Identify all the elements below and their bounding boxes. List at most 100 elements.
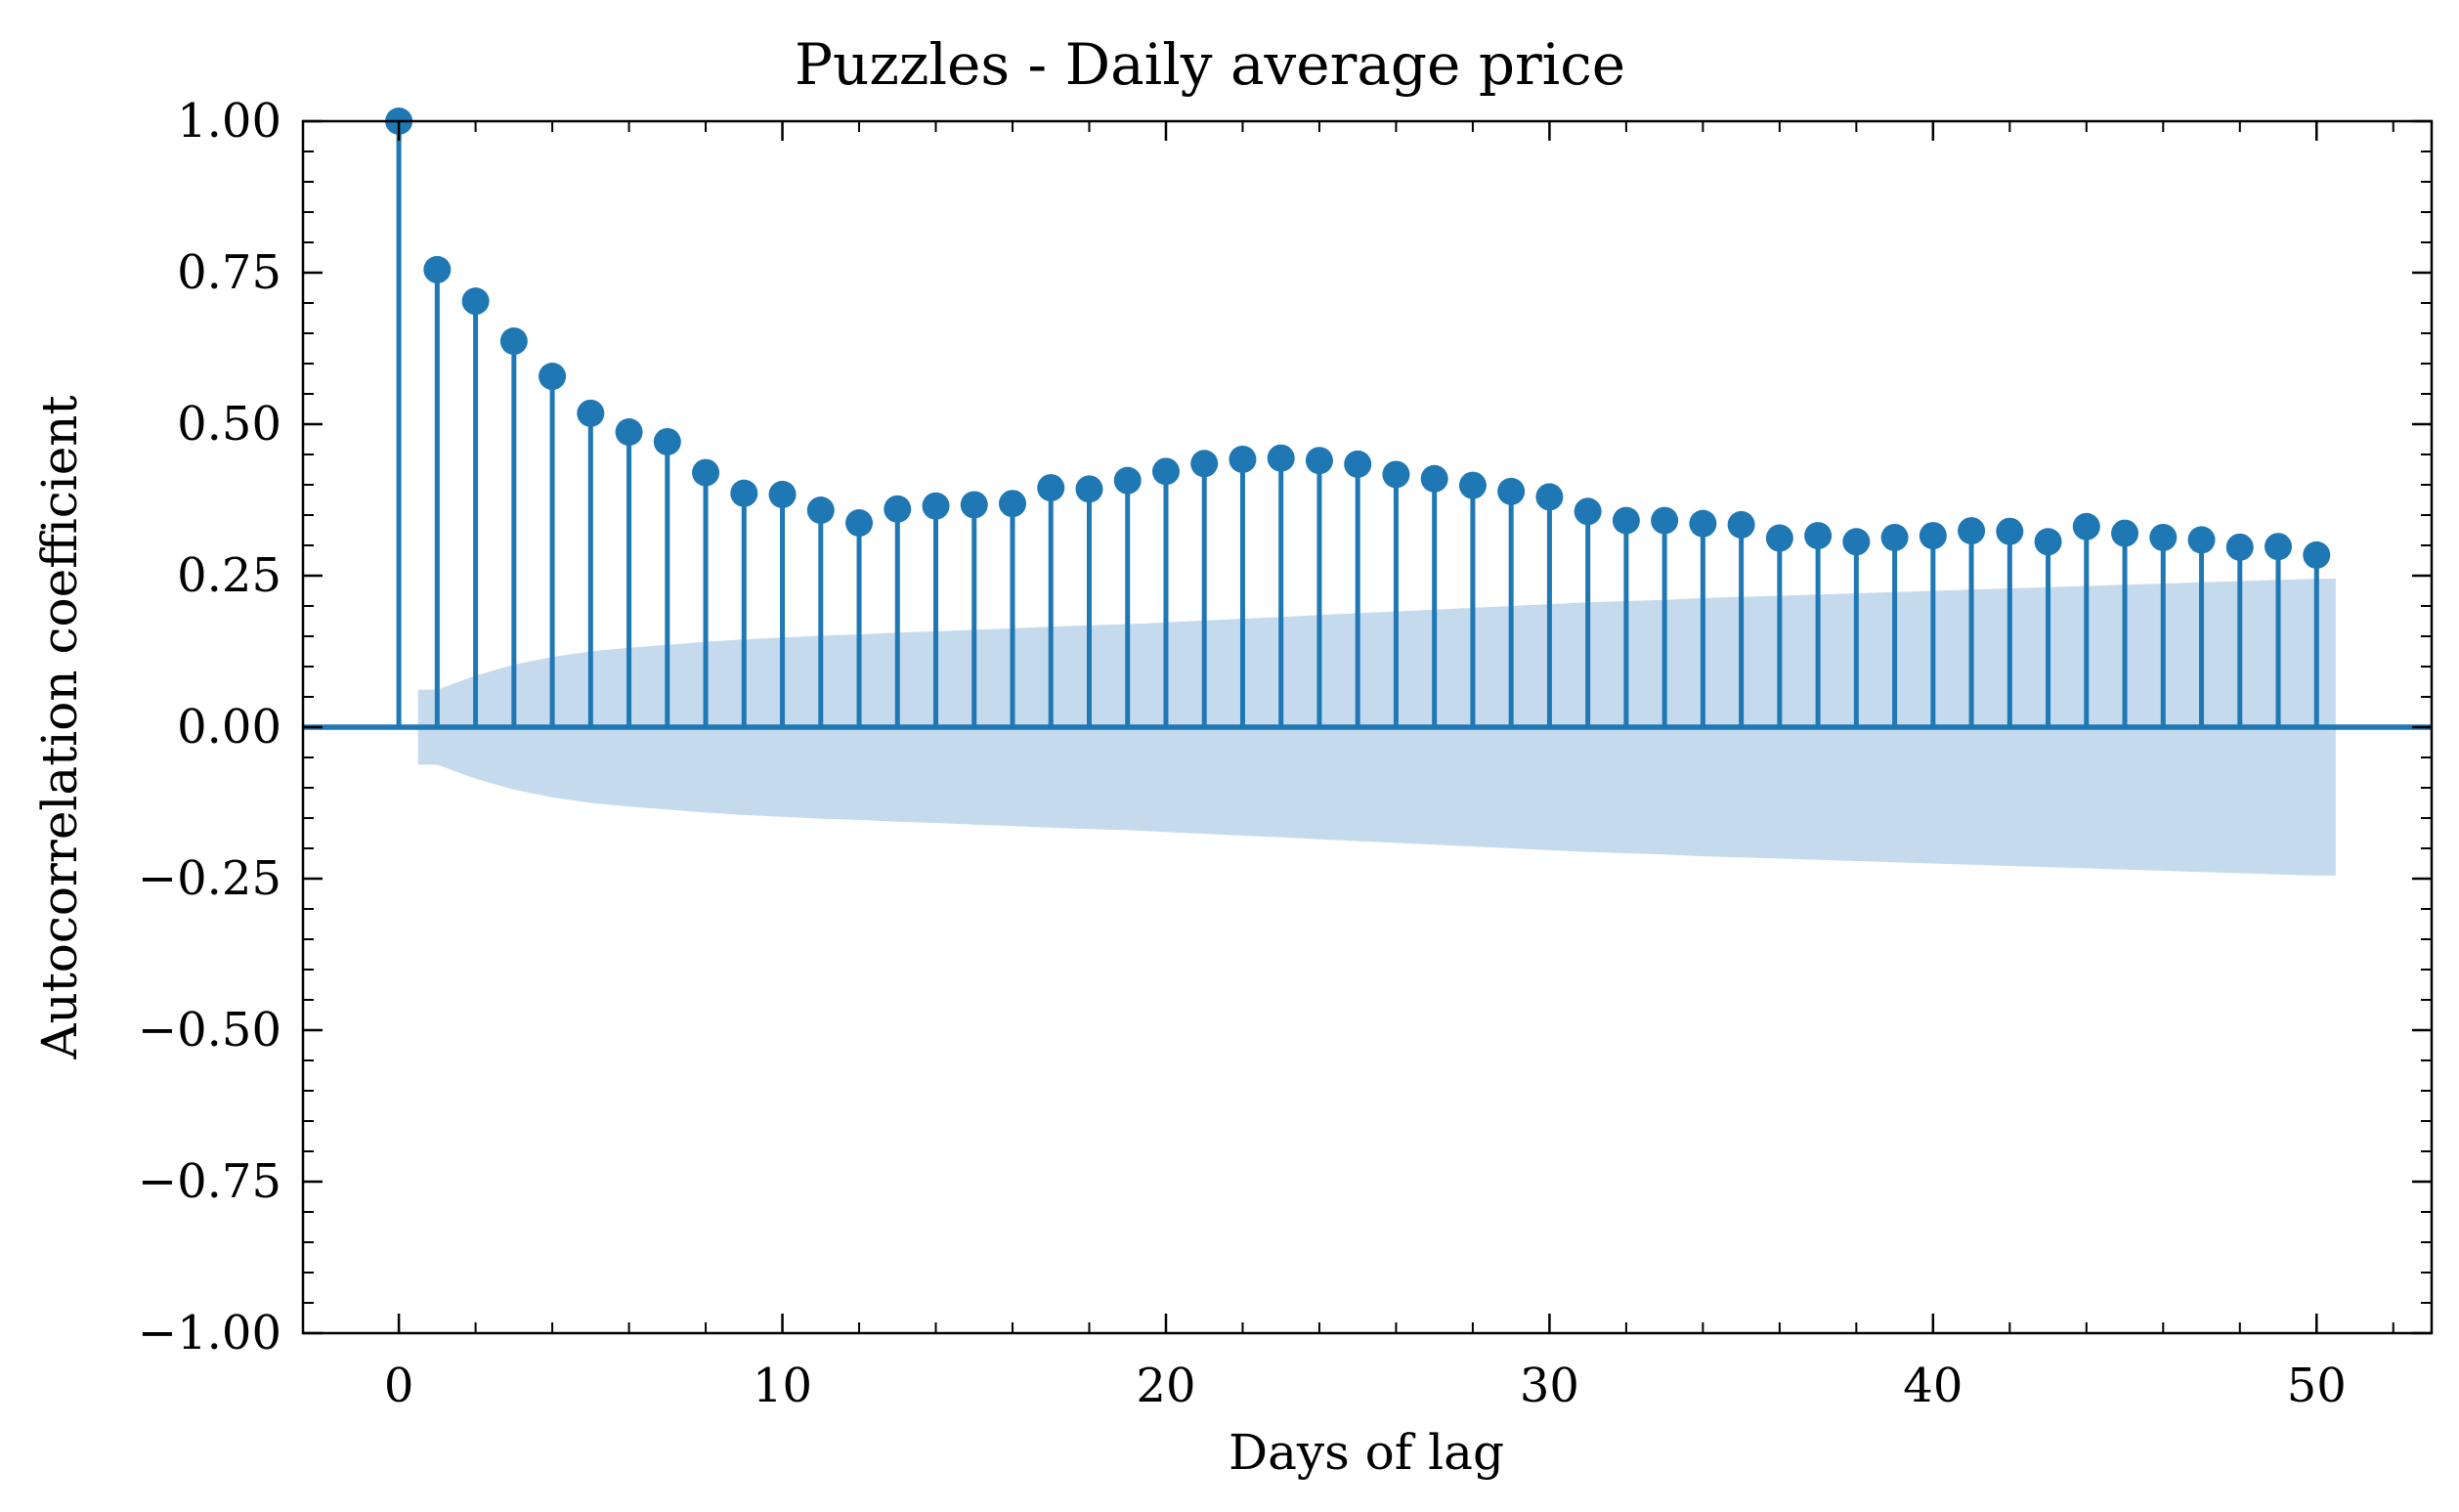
acf-stem-lag-24 (1305, 447, 1333, 727)
acf-point (922, 492, 950, 520)
acf-stem-lag-9 (730, 479, 758, 727)
acf-stem-lag-49 (2265, 533, 2293, 727)
acf-point (845, 509, 874, 538)
x-tick-label: 30 (1520, 1359, 1579, 1413)
acf-point (1267, 444, 1295, 472)
acf-stem-lag-18 (1075, 475, 1103, 727)
acf-point (1958, 517, 1986, 545)
acf-point (1727, 510, 1755, 539)
acf-point (1842, 528, 1871, 556)
acf-stem-lag-0 (385, 108, 413, 727)
acf-point (2303, 540, 2331, 569)
ticks-layer: 0 10 20 30 40 50 −1.00 −0.75 −0.50 −0.25 0.00 0.25 0… (138, 94, 2432, 1413)
acf-point (1075, 475, 1103, 503)
acf-stem-lag-12 (845, 509, 874, 727)
x-tick-label: 0 (384, 1359, 414, 1413)
acf-stem-lag-48 (2225, 533, 2254, 727)
acf-stem-lag-1 (423, 255, 452, 727)
acf-stem-lag-26 (1382, 460, 1410, 727)
x-tick-label: 40 (1903, 1359, 1963, 1413)
acf-point (1190, 450, 1219, 478)
acf-stem-lag-17 (1037, 474, 1065, 727)
acf-point (1382, 460, 1410, 489)
acf-point (423, 255, 452, 283)
acf-stem-lag-47 (2187, 526, 2216, 727)
y-tick-label: 1.00 (177, 94, 281, 149)
acf-point (768, 480, 797, 508)
acf-point (499, 327, 528, 356)
acf-stem-lag-45 (2111, 519, 2139, 727)
acf-stem-lag-41 (1958, 517, 1986, 727)
chart-title: Puzzles - Daily average price (795, 31, 1625, 98)
acf-stem-lag-38 (1842, 528, 1871, 727)
acf-point (1113, 466, 1142, 495)
y-tick-label: −1.00 (138, 1306, 281, 1361)
acf-stem-lag-29 (1497, 477, 1526, 727)
acf-point (1037, 474, 1065, 502)
acf-stem-lag-11 (806, 497, 835, 727)
x-tick-label: 50 (2287, 1359, 2347, 1413)
acf-stem-lag-28 (1458, 471, 1487, 727)
acf-stem-lag-19 (1113, 466, 1142, 727)
acf-point (1765, 524, 1793, 552)
acf-stem-lag-20 (1151, 457, 1180, 727)
plot-frame (301, 119, 2434, 1335)
acf-stem-lag-42 (1996, 517, 2024, 727)
acf-stem-lag-21 (1190, 450, 1219, 727)
acf-stem-lag-34 (1689, 509, 1717, 727)
acf-stem-lag-2 (461, 287, 490, 727)
acf-stem-lag-35 (1727, 510, 1755, 727)
y-tick-label: −0.75 (138, 1154, 281, 1209)
acf-stem-lag-3 (499, 327, 528, 727)
acf-point (2149, 523, 2178, 551)
x-tick-label: 10 (753, 1359, 812, 1413)
y-tick-label: 0.50 (177, 397, 281, 452)
x-axis-label: Days of lag (1229, 1424, 1504, 1481)
y-tick-label: 0.00 (177, 700, 281, 755)
acf-stem-lag-31 (1574, 497, 1602, 727)
acf-point (1996, 517, 2024, 545)
acf-point (1535, 483, 1564, 511)
acf-point (653, 427, 681, 455)
acf-point (999, 490, 1026, 518)
acf-point (1151, 457, 1180, 486)
acf-point (1880, 523, 1909, 551)
acf-point (1574, 497, 1602, 526)
acf-stem-lag-30 (1535, 483, 1564, 727)
acf-point (1689, 509, 1717, 538)
acf-point (615, 418, 643, 447)
acf-stem-lag-7 (653, 427, 681, 727)
acf-stem-lag-32 (1612, 506, 1640, 727)
acf-point (2225, 533, 2254, 561)
acf-point (539, 363, 567, 391)
y-tick-label: 0.25 (177, 548, 281, 603)
acf-point (1344, 450, 1372, 478)
acf-point (730, 479, 758, 507)
acf-stem-lag-23 (1267, 444, 1295, 727)
acf-stem-lag-43 (2034, 528, 2062, 727)
acf-point (1229, 445, 1257, 473)
acf-stem-lag-4 (539, 363, 567, 727)
acf-stem-lag-22 (1229, 445, 1257, 727)
acf-point (1458, 471, 1487, 499)
acf-point (1612, 506, 1640, 535)
y-tick-label: 0.75 (177, 245, 281, 300)
y-tick-label: −0.50 (138, 1003, 281, 1058)
y-axis-label: Autocorrelation coefficient (31, 395, 88, 1059)
acf-stem-lag-8 (692, 458, 720, 727)
acf-point (461, 287, 490, 316)
acf-point (1305, 447, 1333, 475)
acf-stem-lag-33 (1651, 506, 1679, 727)
acf-stem-lag-10 (768, 480, 797, 727)
acf-point (1919, 522, 1947, 550)
acf-point (692, 458, 720, 487)
acf-stem-lag-16 (999, 490, 1026, 727)
acf-point (960, 491, 988, 519)
acf-stem-lag-5 (577, 399, 605, 727)
acf-point (1804, 522, 1833, 550)
acf-point (1420, 464, 1448, 493)
stems-layer (385, 108, 2331, 727)
acf-point (2072, 512, 2100, 540)
acf-stem-lag-6 (615, 418, 643, 727)
